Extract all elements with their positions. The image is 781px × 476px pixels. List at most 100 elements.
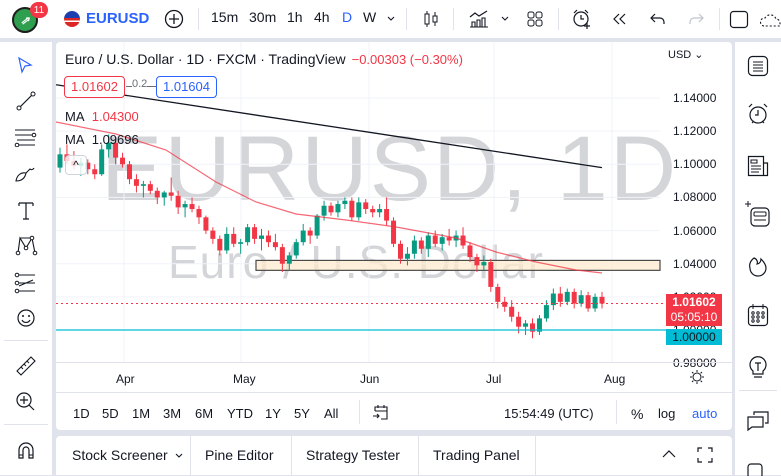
range-5d[interactable]: 5D <box>102 406 119 421</box>
news-icon[interactable] <box>746 154 770 178</box>
text-tool-icon[interactable] <box>16 200 36 222</box>
calendar-icon[interactable] <box>746 302 770 328</box>
candles-chart-type-icon[interactable] <box>422 9 440 29</box>
tab-trading-panel[interactable]: Trading Panel <box>433 447 520 463</box>
interval-w[interactable]: W <box>363 9 377 25</box>
utc-clock[interactable]: 15:54:49 (UTC) <box>504 406 594 421</box>
hotlists-icon[interactable] <box>743 200 771 228</box>
spread-value: 0.2 <box>132 78 148 90</box>
ma-label: MA <box>65 132 85 147</box>
right-widget-bar <box>735 42 781 476</box>
time-label: Jun <box>360 372 380 386</box>
zoom-in-icon[interactable] <box>15 391 37 413</box>
price-tick: 1.10000 <box>673 157 717 172</box>
sell-button[interactable]: 1.01602 <box>64 76 125 98</box>
streams-icon[interactable] <box>746 462 770 476</box>
divider <box>739 390 777 391</box>
price-change: −0.00303 (−0.30%) <box>351 52 463 67</box>
trend-line-icon[interactable] <box>15 90 37 112</box>
alerts-icon[interactable] <box>746 102 770 126</box>
chats-icon[interactable] <box>746 409 770 433</box>
interval-15m[interactable]: 15m <box>211 9 239 25</box>
range-1y[interactable]: 1Y <box>265 406 281 421</box>
ma-legend-1[interactable]: MA 1.04300 <box>65 109 139 124</box>
ruler-icon[interactable] <box>14 354 38 378</box>
range-ytd[interactable]: YTD <box>227 406 253 421</box>
pattern-tool-icon[interactable] <box>14 234 38 256</box>
divider <box>453 8 454 30</box>
cursor-icon[interactable] <box>15 56 35 76</box>
tab-stock-screener[interactable]: Stock Screener <box>72 447 168 463</box>
range-1d[interactable]: 1D <box>73 406 90 421</box>
range-1m[interactable]: 1M <box>132 406 151 421</box>
interval-d[interactable]: D <box>342 9 353 25</box>
fullscreen-layout-icon[interactable] <box>729 10 749 29</box>
range-all[interactable]: All <box>324 406 339 421</box>
watchlist-icon[interactable] <box>746 54 770 78</box>
indicators-icon[interactable] <box>467 8 491 30</box>
symbol-search-button[interactable]: EURUSD <box>64 10 149 27</box>
compare-add-icon[interactable] <box>164 9 184 29</box>
emoji-icon[interactable] <box>16 308 36 328</box>
chevron-down-icon[interactable] <box>386 15 396 23</box>
range-6m[interactable]: 6M <box>195 406 214 421</box>
brush-icon[interactable] <box>13 164 37 184</box>
range-3m[interactable]: 3M <box>163 406 182 421</box>
symbol-description: Euro / U.S. Dollar · 1D · FXCM · Trading… <box>65 51 346 67</box>
price-tick: 1.12000 <box>673 124 717 139</box>
divider <box>198 8 199 30</box>
redo-icon[interactable] <box>687 11 705 27</box>
interval-4h[interactable]: 4h <box>314 9 330 25</box>
divider <box>190 436 191 475</box>
price-tick: 1.08000 <box>673 190 717 205</box>
divider <box>558 8 559 30</box>
divider <box>406 8 407 30</box>
ma-value: 1.04300 <box>91 109 139 124</box>
chart-legend-title: Euro / U.S. Dollar · 1D · FXCM · Trading… <box>65 51 463 67</box>
divider <box>418 436 419 475</box>
divider <box>4 340 48 341</box>
drawing-toolbar <box>0 42 52 475</box>
divider <box>56 362 732 363</box>
time-label: Aug <box>604 372 626 386</box>
add-alert-icon[interactable] <box>571 8 593 30</box>
prediction-tool-icon[interactable] <box>13 272 37 294</box>
settings-sun-icon[interactable] <box>689 369 705 385</box>
layout-grid-icon[interactable] <box>526 10 544 28</box>
ideas-flame-icon[interactable] <box>746 253 770 277</box>
chevron-up-icon[interactable] <box>661 448 677 460</box>
tab-strategy-tester[interactable]: Strategy Tester <box>306 447 400 463</box>
horizontal-line-label: 1.00000 <box>666 329 722 345</box>
range-5y[interactable]: 5Y <box>294 406 310 421</box>
cloud-save-icon[interactable] <box>760 10 781 29</box>
go-to-date-icon[interactable] <box>372 404 390 422</box>
interval-1h[interactable]: 1h <box>287 9 303 25</box>
divider <box>291 436 292 475</box>
auto-scale-toggle[interactable]: auto <box>692 406 718 421</box>
tab-pine-editor[interactable]: Pine Editor <box>205 447 274 463</box>
collapse-legend-button[interactable]: ^ <box>65 155 87 175</box>
price-tick: 1.14000 <box>673 91 717 105</box>
ma-legend-2[interactable]: MA 1.09696 <box>65 132 139 147</box>
chevron-down-icon[interactable] <box>500 15 510 23</box>
replay-icon[interactable] <box>611 11 629 27</box>
buy-button[interactable]: 1.01604 <box>156 76 217 98</box>
ma-label: MA <box>65 109 85 124</box>
price-tick: 0.98000 <box>673 356 717 371</box>
price-chart[interactable] <box>56 42 732 362</box>
chevron-down-icon[interactable] <box>174 452 184 460</box>
log-scale-toggle[interactable]: log <box>658 406 676 421</box>
time-label: Apr <box>116 372 135 386</box>
chart-panel[interactable]: EURUSD, 1D Euro / U.S. Dollar Euro / U.S… <box>56 42 732 430</box>
interval-30m[interactable]: 30m <box>249 9 277 25</box>
eurusd-flag-icon <box>64 10 80 27</box>
magnet-icon[interactable] <box>16 440 36 462</box>
maximize-icon[interactable] <box>696 446 714 464</box>
fib-retracement-icon[interactable] <box>13 127 37 147</box>
divider <box>616 400 617 424</box>
undo-icon[interactable] <box>649 11 667 27</box>
lightbulb-icon[interactable] <box>747 354 769 380</box>
time-label: Jul <box>486 372 502 386</box>
currency-selector[interactable]: USD ⌄ <box>668 49 704 61</box>
percent-scale-toggle[interactable]: % <box>631 406 644 422</box>
